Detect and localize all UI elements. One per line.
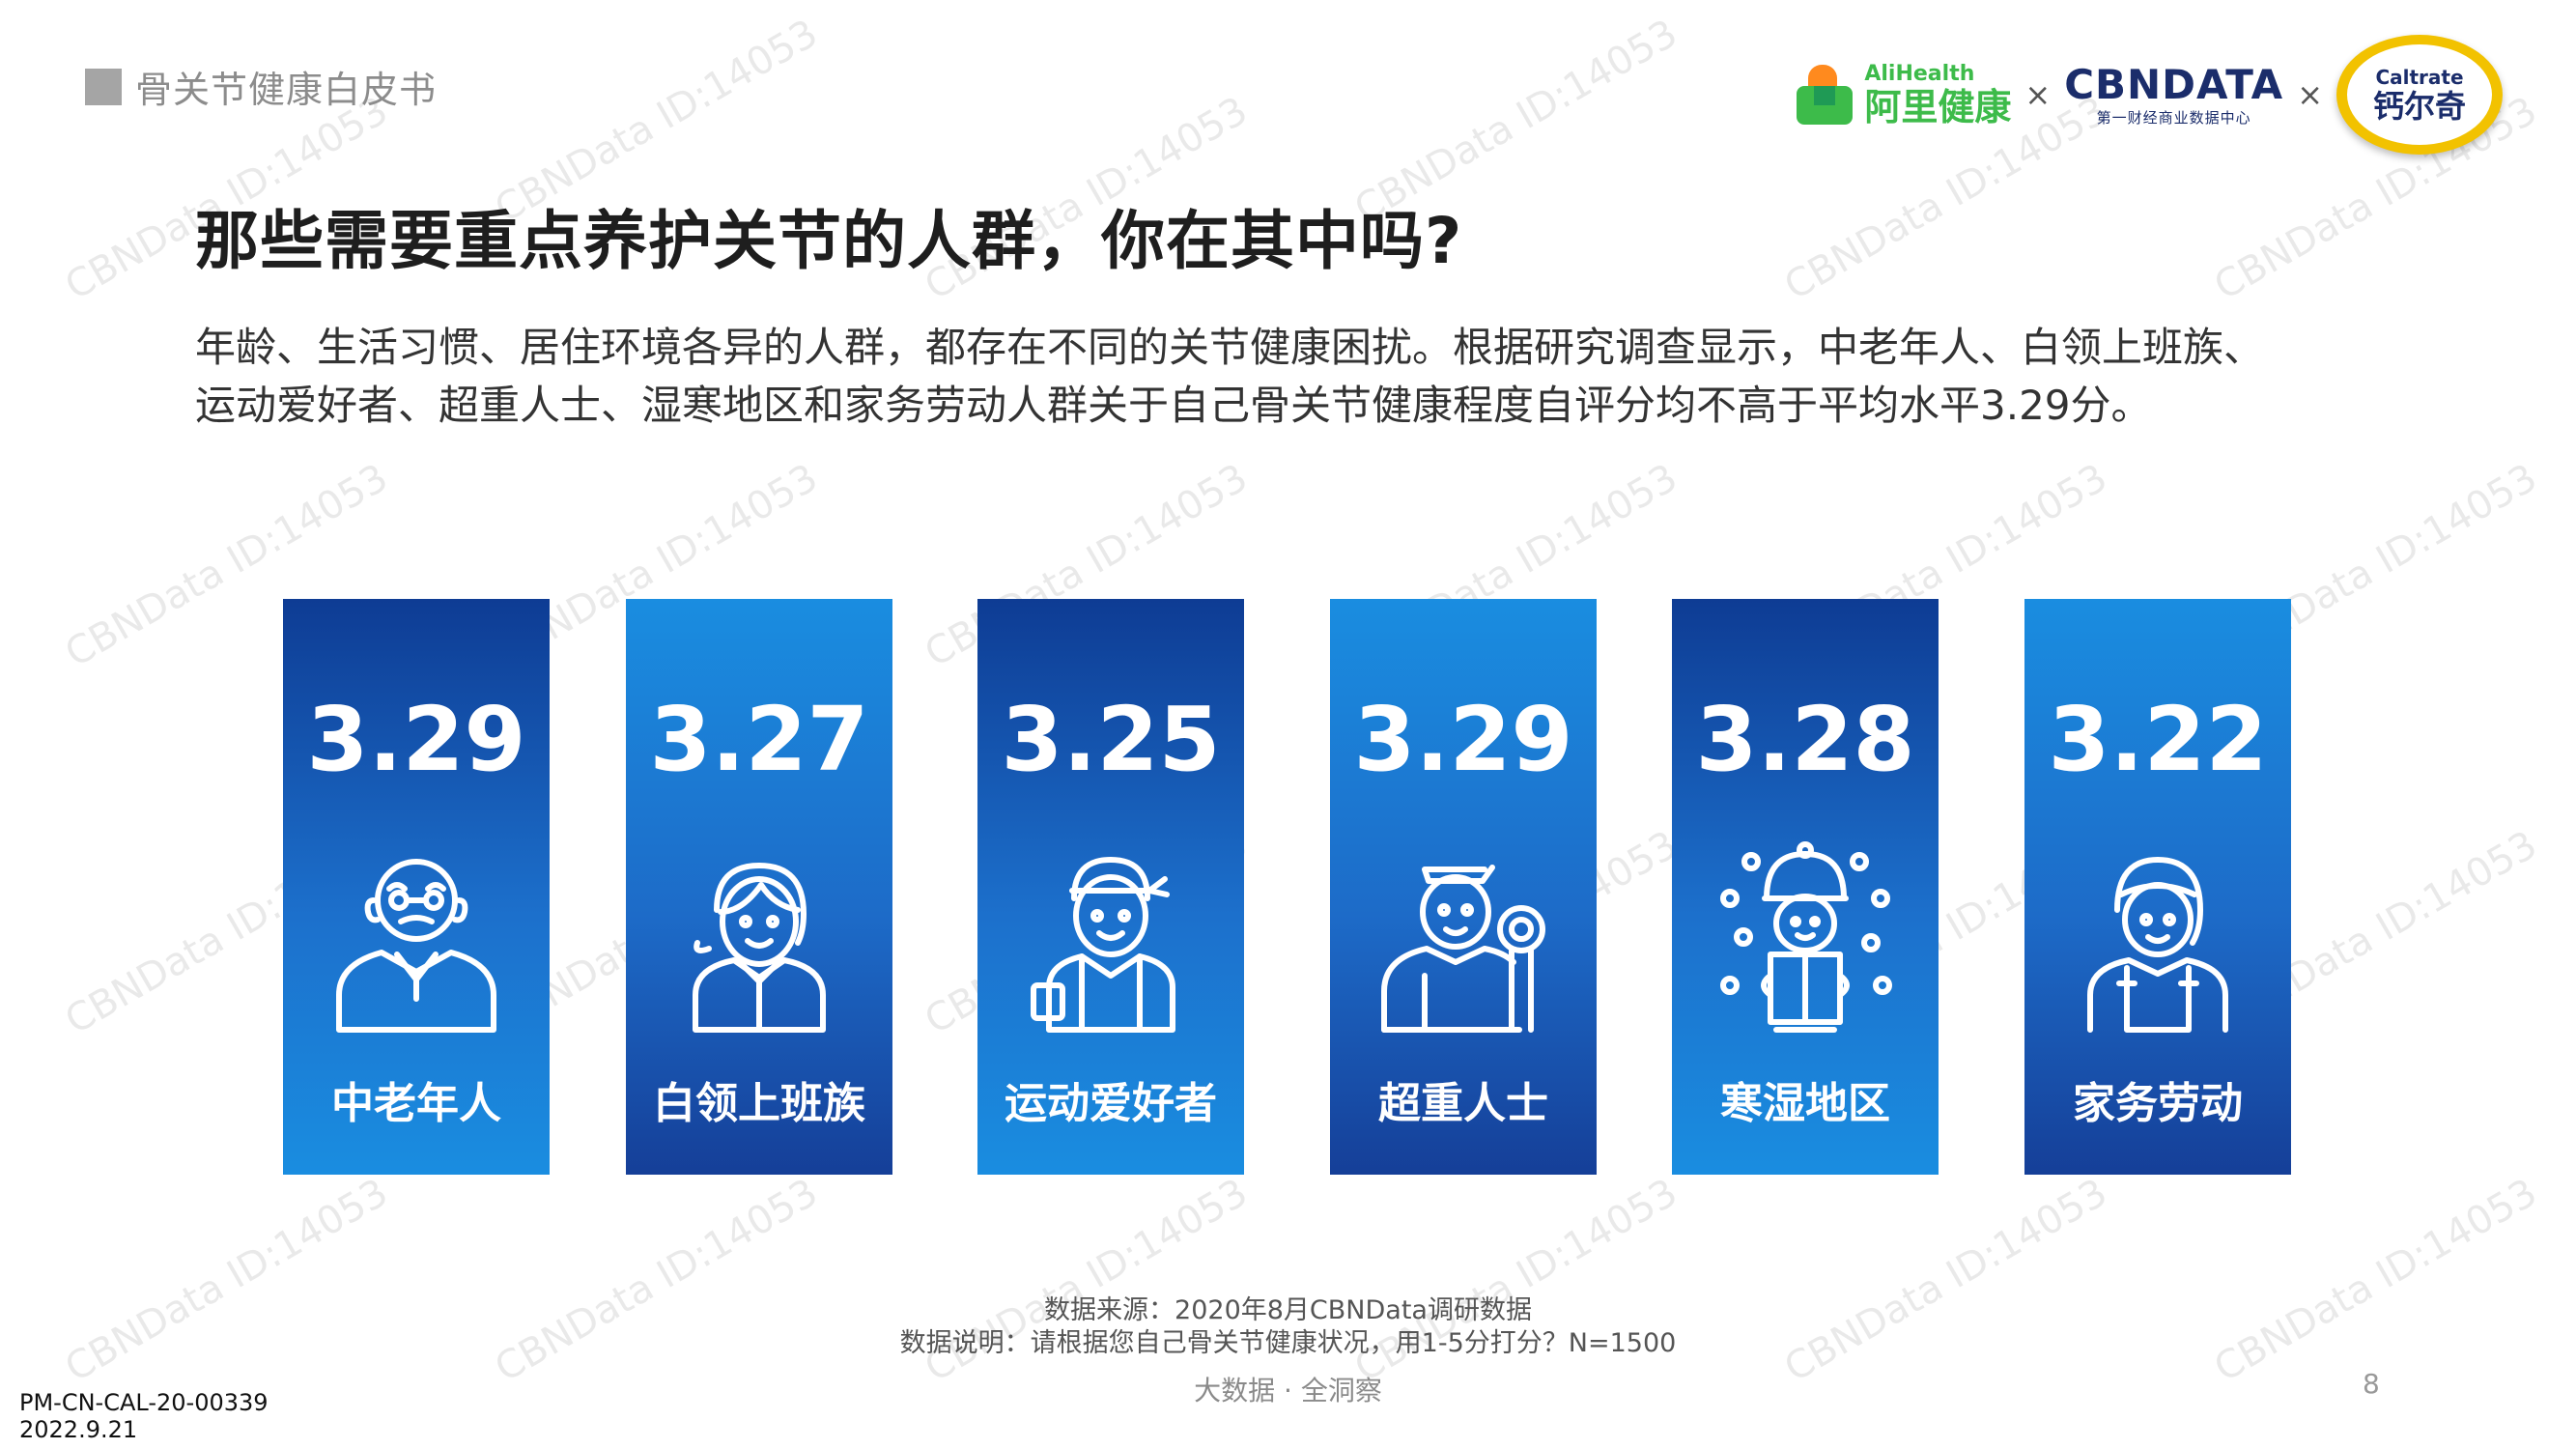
group-label: 白领上班族 [653, 1079, 865, 1128]
group-label: 寒湿地区 [1720, 1079, 1890, 1128]
group-card-athlete: 3.25 运动爱好者 [977, 599, 1244, 1175]
group-score: 3.27 [649, 688, 869, 791]
group-card-housekeeper: 3.22 家务劳动 [2024, 599, 2291, 1175]
data-explanation-note: 数据说明：请根据您自己骨关节健康状况，用1-5分打分？N=1500 [899, 1328, 1677, 1358]
description-line: 运动爱好者、超重人士、湿寒地区和家务劳动人群关于自己骨关节健康程度自评分均不高于… [195, 382, 2152, 429]
bottom-tagline: 大数据 · 全洞察 [1194, 1375, 1382, 1406]
caltrate-en: Caltrate [2375, 66, 2464, 89]
description-line: 年龄、生活习惯、居住环境各异的人群，都存在不同的关节健康困扰。根据研究调查显示，… [195, 324, 2265, 371]
alihealth-logo: AliHealth 阿里健康 [1797, 64, 2011, 126]
elderly-man-icon [336, 859, 496, 1033]
cbndata-subtitle: 第一财经商业数据中心 [2096, 108, 2251, 127]
group-card-office-worker: 3.27 白领上班族 [626, 599, 892, 1175]
overweight-person-icon [1381, 865, 1545, 1033]
cbndata-logo: CBNDATA 第一财经商业数据中心 [2064, 60, 2284, 127]
athlete-icon [1031, 857, 1175, 1033]
caltrate-cn: 钙尔奇 [2372, 88, 2466, 125]
group-card-overweight: 3.29 超重人士 [1330, 599, 1597, 1175]
cbndata-name: CBNDATA [2064, 60, 2284, 108]
section-square-icon [85, 68, 122, 105]
page-number: 8 [2363, 1368, 2380, 1400]
alihealth-cn: 阿里健康 [1864, 86, 2012, 128]
page-description: 年龄、生活习惯、居住环境各异的人群，都存在不同的关节健康困扰。根据研究调查显示，… [195, 319, 2417, 435]
housekeeper-icon [2087, 857, 2228, 1033]
group-score: 3.29 [306, 688, 526, 791]
group-score: 3.28 [1695, 688, 1915, 791]
group-card-elderly: 3.29 中老年人 [283, 599, 550, 1175]
group-score: 3.29 [1353, 688, 1573, 791]
group-label: 超重人士 [1378, 1079, 1548, 1128]
times-icon: × [2297, 76, 2323, 113]
group-label: 中老年人 [331, 1079, 501, 1128]
group-score: 3.25 [1001, 688, 1221, 791]
data-source-note: 数据来源：2020年8月CBNData调研数据 [1044, 1295, 1532, 1325]
times-icon: × [2024, 76, 2052, 113]
alihealth-mark-icon [1797, 65, 1854, 125]
report-section-tag: 骨关节健康白皮书 [85, 60, 437, 113]
caltrate-logo: Caltrate 钙尔奇 [2336, 35, 2503, 155]
group-score: 3.22 [2048, 688, 2268, 791]
group-card-cold-region: 3.28 寒湿地区 [1672, 599, 1939, 1175]
document-date: 2022.9.21 [19, 1416, 138, 1443]
cold-region-person-icon [1720, 841, 1892, 1033]
office-worker-icon [693, 863, 826, 1033]
document-code-block: PM-CN-CAL-20-00339 2022.9.21 [19, 1389, 269, 1443]
partner-logos: AliHealth 阿里健康 × CBNDATA 第一财经商业数据中心 × Ca… [1797, 33, 2503, 156]
group-label: 家务劳动 [2073, 1079, 2243, 1128]
document-code: PM-CN-CAL-20-00339 [19, 1389, 269, 1416]
alihealth-en: AliHealth [1864, 62, 1975, 86]
page-title: 那些需要重点养护关节的人群，你在其中吗? [195, 204, 1463, 278]
group-label: 运动爱好者 [1005, 1079, 1217, 1128]
report-name: 骨关节健康白皮书 [135, 69, 438, 111]
